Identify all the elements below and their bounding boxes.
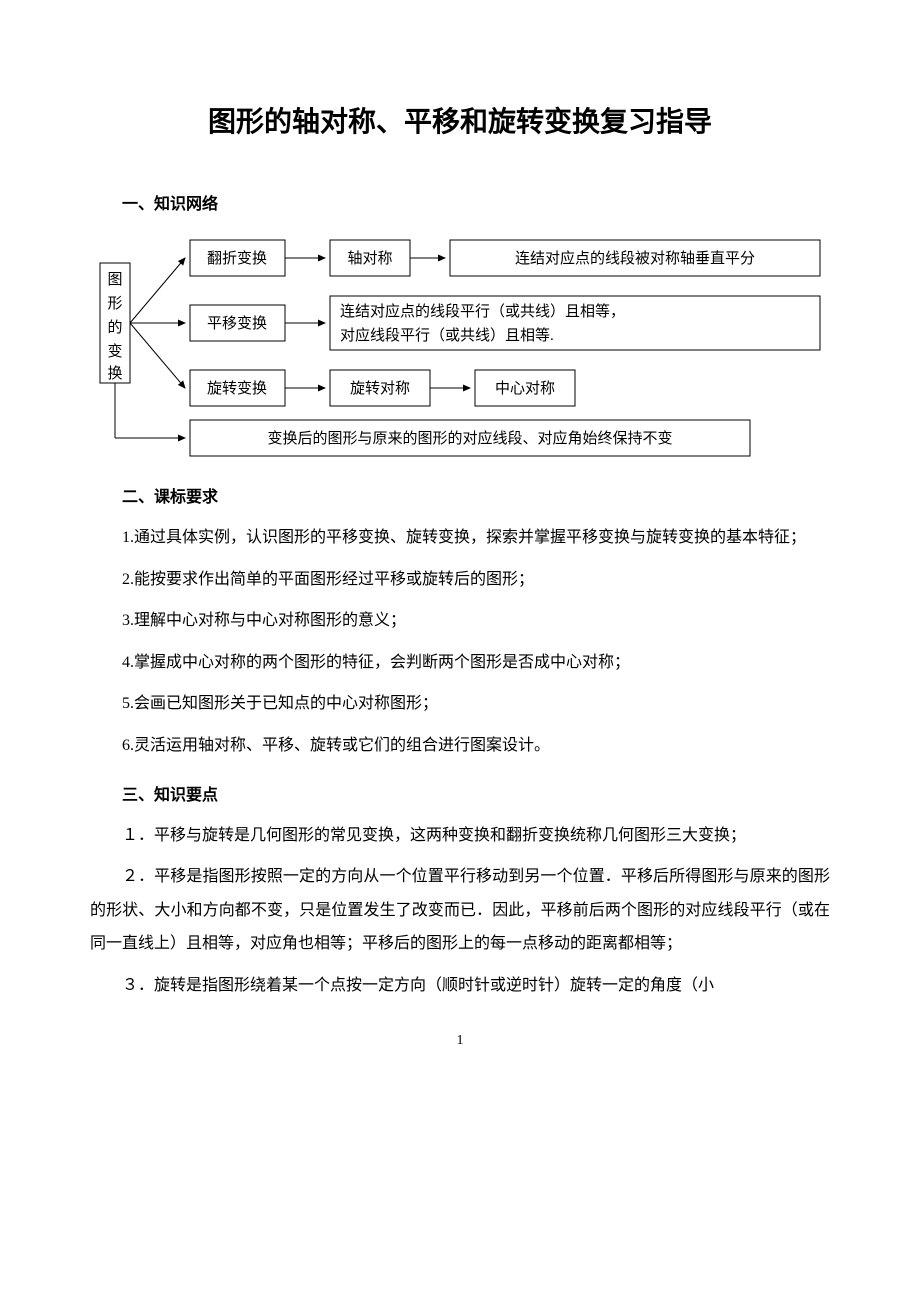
diagram-row3-c: 中心对称	[495, 380, 555, 397]
diagram-row2-b-line1: 连结对应点的线段平行（或共线）且相等，	[340, 302, 625, 320]
diagram-row3-a: 旋转变换	[207, 380, 267, 397]
section-3-heading: 三、知识要点	[90, 781, 830, 805]
section-1-heading: 一、知识网络	[90, 190, 830, 214]
diagram-root-char-2: 形	[107, 295, 122, 312]
page-number: 1	[90, 1033, 830, 1049]
diagram-svg: 图 形 的 变 换 翻折变换 轴对称 连结对应点的线段被对称轴垂直平分 平移变换	[90, 228, 830, 458]
section-3-item-3: ３．旋转是指图形绕着某一个点按一定方向（顺时针或逆时针）旋转一定的角度（小	[90, 969, 830, 1003]
section-2-item-5: 5.会画已知图形关于已知点的中心对称图形；	[90, 687, 830, 721]
diagram-row2-a: 平移变换	[207, 315, 267, 332]
diagram-root-char-5: 换	[107, 365, 122, 382]
section-2-item-6: 6.灵活运用轴对称、平移、旋转或它们的组合进行图案设计。	[90, 729, 830, 763]
diagram-root-char-3: 的	[107, 319, 122, 336]
section-2-item-3: 3.理解中心对称与中心对称图形的意义；	[90, 604, 830, 638]
document-page: 图形的轴对称、平移和旋转变换复习指导 一、知识网络 图 形 的 变 换 翻折变换	[0, 0, 920, 1089]
diagram-row3-b: 旋转对称	[350, 380, 410, 397]
diagram-row1-b: 轴对称	[347, 250, 392, 267]
section-3-item-2: ２．平移是指图形按照一定的方向从一个位置平行移动到另一个位置．平移后所得图形与原…	[90, 860, 830, 961]
section-3-item-1: １．平移与旋转是几何图形的常见变换，这两种变换和翻折变换统称几何图形三大变换；	[90, 819, 830, 853]
section-2-item-4: 4.掌握成中心对称的两个图形的特征，会判断两个图形是否成中心对称；	[90, 646, 830, 680]
diagram-row1-c: 连结对应点的线段被对称轴垂直平分	[515, 249, 755, 267]
diagram-row2-b-line2: 对应线段平行（或共线）且相等.	[340, 326, 554, 344]
document-title: 图形的轴对称、平移和旋转变换复习指导	[90, 100, 830, 140]
knowledge-network-diagram: 图 形 的 变 换 翻折变换 轴对称 连结对应点的线段被对称轴垂直平分 平移变换	[90, 228, 830, 463]
diagram-root-char-4: 变	[107, 343, 122, 360]
section-2-heading: 二、课标要求	[90, 483, 830, 507]
diagram-root-char-1: 图	[107, 271, 122, 288]
section-2-item-2: 2.能按要求作出简单的平面图形经过平移或旋转后的图形；	[90, 563, 830, 597]
diagram-row1-a: 翻折变换	[207, 250, 267, 267]
section-2-item-1: 1.通过具体实例，认识图形的平移变换、旋转变换，探索并掌握平移变换与旋转变换的基…	[90, 521, 830, 555]
diagram-bottom: 变换后的图形与原来的图形的对应线段、对应角始终保持不变	[267, 429, 672, 447]
